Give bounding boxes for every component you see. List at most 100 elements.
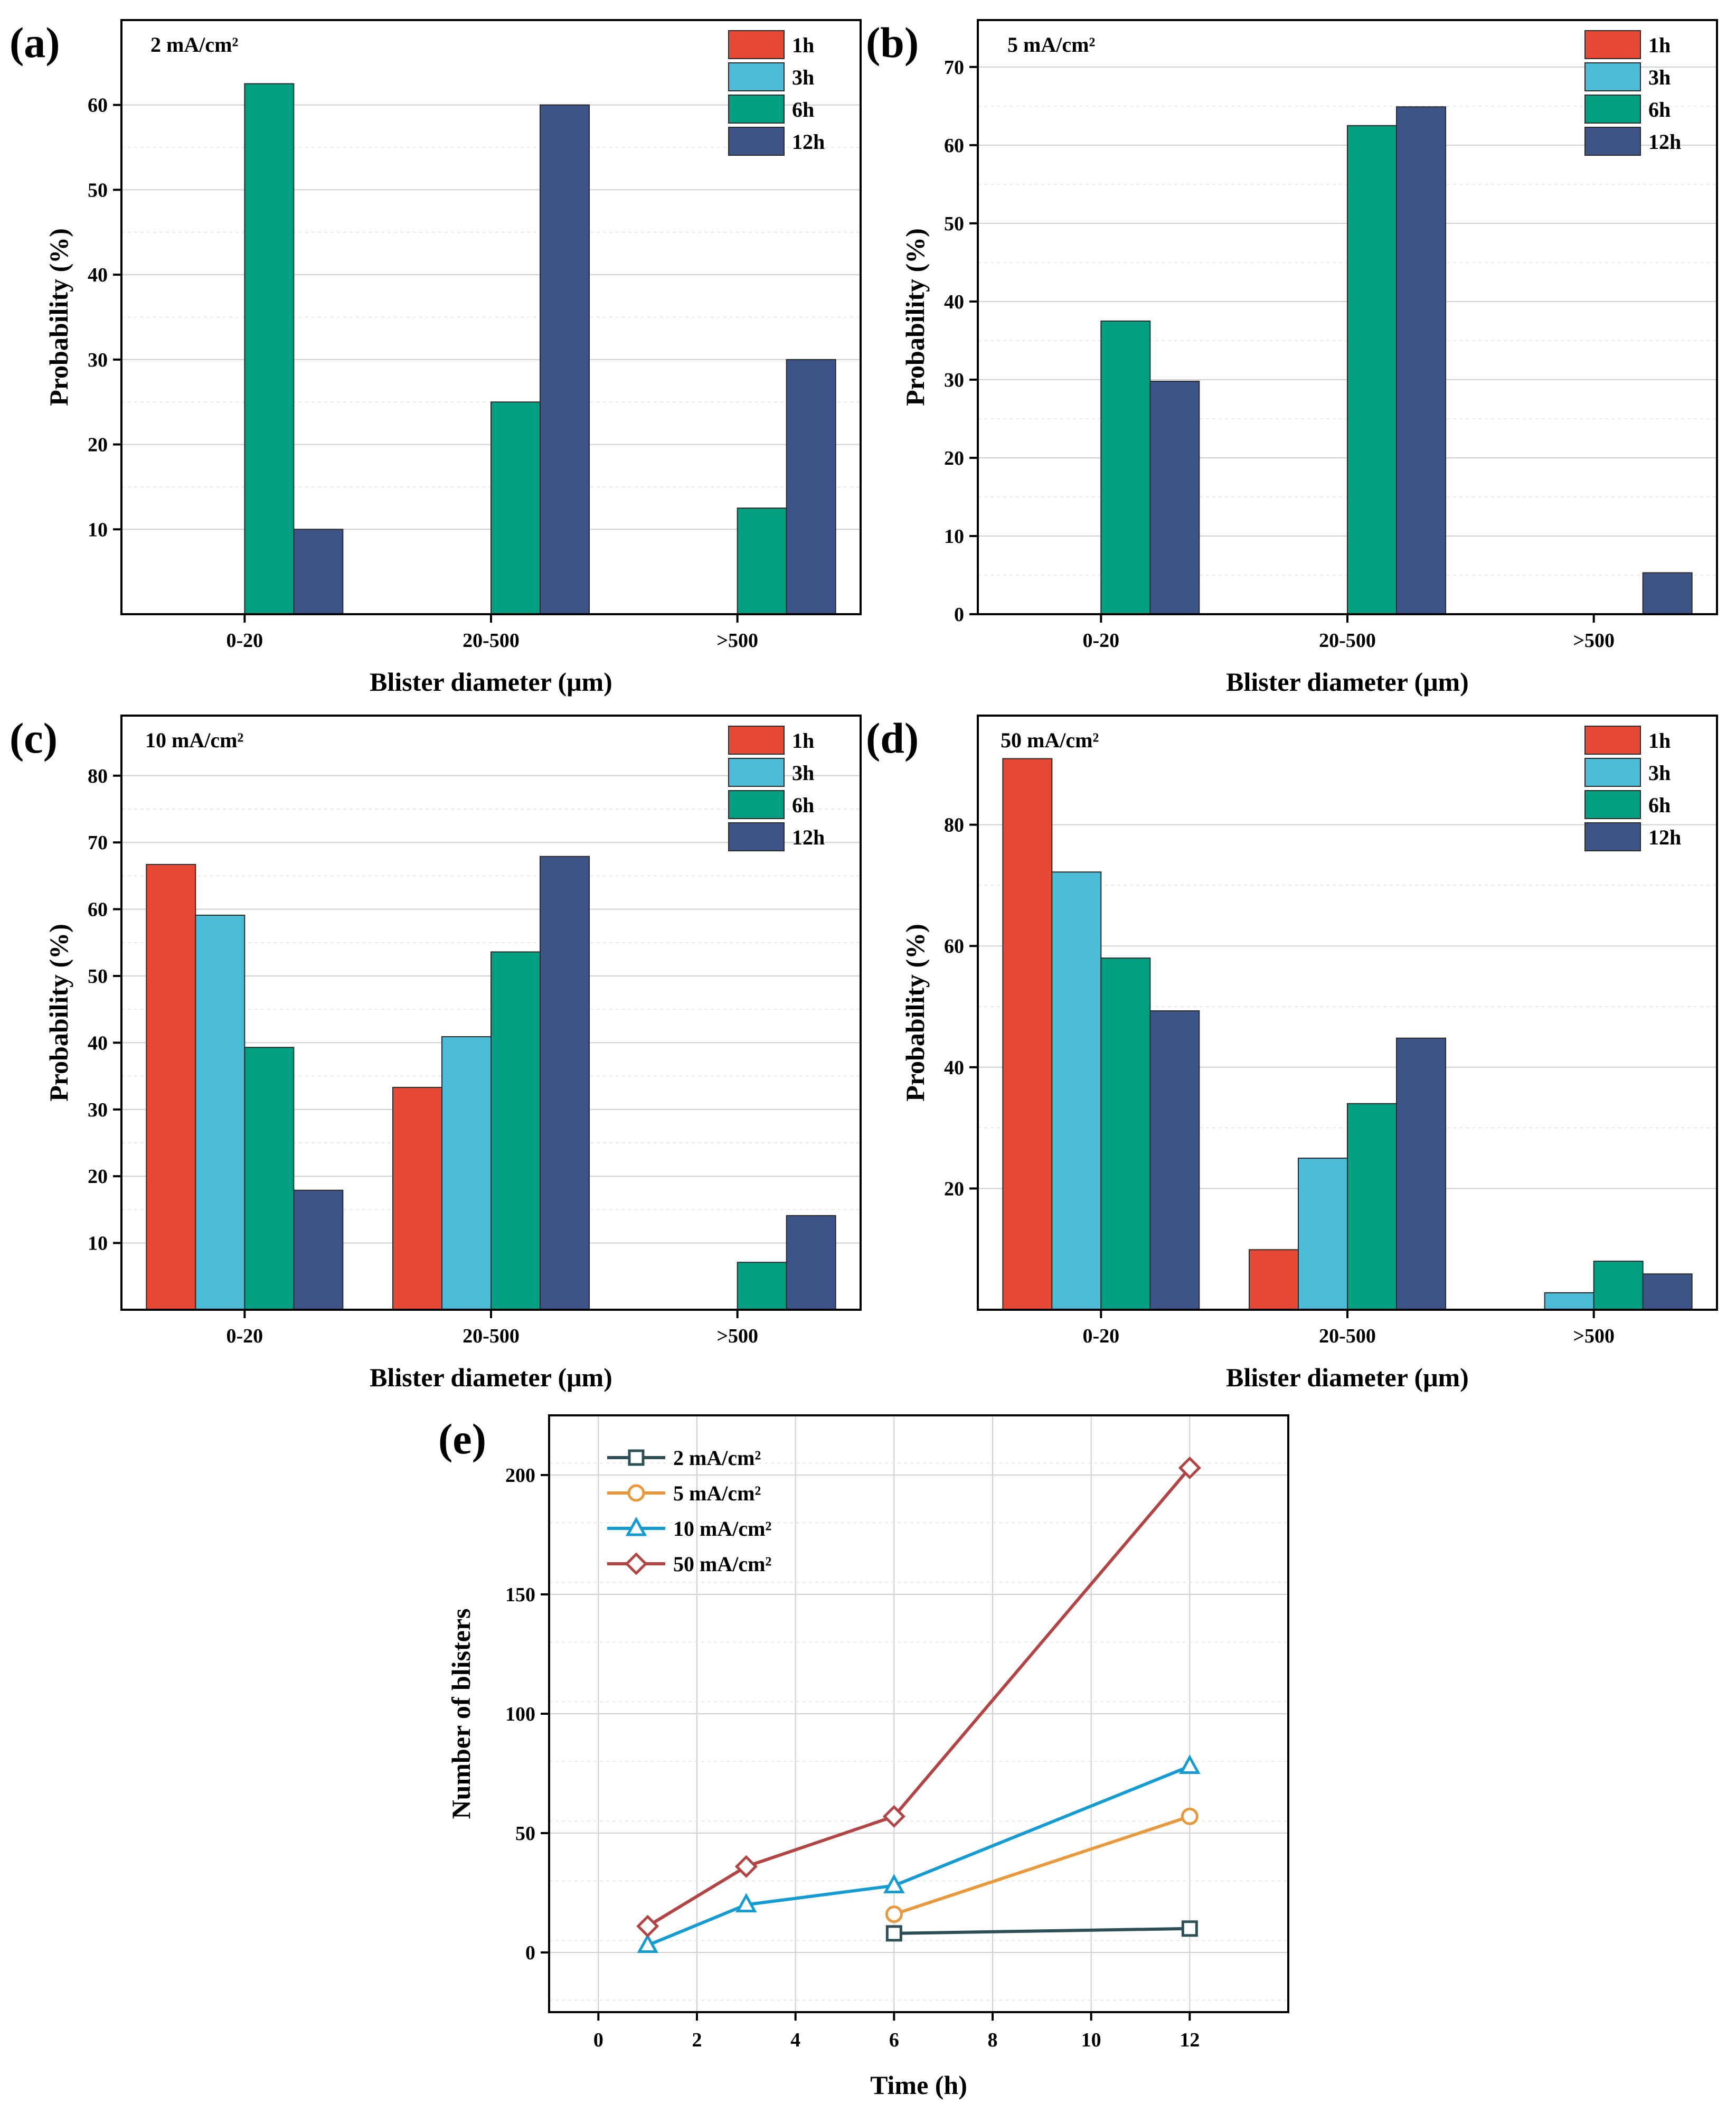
data-point	[636, 1914, 659, 1938]
bar-12h->500	[1642, 572, 1693, 615]
legend-marker	[625, 1516, 647, 1536]
y-tick-label: 10	[88, 519, 108, 541]
bar-12h->500	[786, 1215, 836, 1311]
current-density-annotation: 10 mA/cm²	[145, 728, 243, 752]
legend: 1h 3h 6h 12h	[1584, 30, 1681, 156]
x-tick-label: >500	[716, 630, 758, 652]
panel-a: 0-20 20-500 >500 10 20 30 40 50 60 Blister diamet…	[10, 18, 862, 697]
series-line-2	[647, 1764, 1191, 1947]
bar-12h-0-20	[293, 529, 344, 615]
y-axis-title: Probability (%)	[44, 228, 73, 406]
x-axis-title: Blister diameter (μm)	[370, 1363, 612, 1392]
bar-3h-0-20	[1051, 871, 1102, 1310]
legend-label: 6h	[1648, 793, 1671, 817]
y-tick-label: 30	[88, 1099, 108, 1121]
bar-6h->500	[1593, 1261, 1644, 1311]
data-point	[885, 1905, 903, 1923]
y-tick-label: 0	[954, 604, 964, 626]
legend-swatch-3h	[1584, 758, 1641, 787]
bar-6h->500	[737, 508, 787, 615]
y-tick-label: 20	[88, 1166, 108, 1188]
bar-12h-20-500	[1396, 106, 1446, 615]
y-tick-label: 50	[944, 213, 964, 235]
y-tick-label: 60	[944, 135, 964, 157]
bar-6h-0-20	[1100, 320, 1151, 615]
x-tick-label: 10	[1081, 2029, 1101, 2051]
legend-label: 3h	[1648, 761, 1671, 785]
x-tick-label: 20-500	[1319, 630, 1376, 652]
x-tick-label: 20-500	[1319, 1325, 1376, 1347]
x-tick-label: 8	[988, 2029, 998, 2051]
panel-label: (b)	[866, 18, 919, 67]
y-tick-label: 100	[505, 1703, 535, 1725]
x-tick-label: 0-20	[227, 630, 263, 652]
bar-1h-0-20	[146, 863, 196, 1311]
bar-12h->500	[786, 359, 836, 615]
legend-swatch-3h	[728, 758, 785, 787]
bar-6h-0-20	[244, 1047, 295, 1310]
y-tick-label: 10	[944, 525, 964, 548]
panel-label: (c)	[10, 714, 58, 762]
legend-label: 5 mA/cm²	[673, 1481, 761, 1505]
y-tick-label: 20	[944, 447, 964, 469]
x-tick-label: 0	[593, 2029, 603, 2051]
series-line-0	[894, 1927, 1190, 1935]
data-point	[885, 1925, 902, 1942]
bar-12h-20-500	[540, 104, 590, 615]
x-tick-label: 0-20	[1083, 1325, 1120, 1347]
legend-swatch-6h	[1584, 790, 1641, 819]
y-tick-label: 150	[505, 1584, 535, 1606]
bar-12h-0-20	[1149, 380, 1200, 615]
y-tick-label: 60	[88, 95, 108, 117]
y-tick-label: 60	[944, 935, 964, 957]
bar-6h->500	[737, 1262, 787, 1311]
y-tick-label: 20	[88, 434, 108, 456]
y-axis-title: Probability (%)	[900, 228, 930, 406]
legend-label: 3h	[1648, 65, 1671, 89]
bar-12h-0-20	[1149, 1010, 1200, 1310]
legend: 1h 3h 6h 12h	[728, 726, 825, 851]
bar-1h-20-500	[392, 1087, 442, 1310]
legend-label: 1h	[1648, 33, 1671, 57]
bar-6h-20-500	[1347, 1103, 1397, 1310]
x-tick-label: >500	[716, 1325, 758, 1347]
panel-label: (e)	[438, 1415, 486, 1463]
legend-swatch-12h	[728, 822, 785, 851]
y-tick-label: 30	[944, 369, 964, 391]
data-point	[734, 1855, 758, 1878]
legend-label: 12h	[1648, 825, 1681, 849]
data-point	[1181, 1807, 1199, 1825]
y-axis-title: Probability (%)	[44, 924, 73, 1102]
bar-3h-20-500	[441, 1036, 492, 1310]
bar-6h-0-20	[244, 83, 295, 615]
legend-label: 1h	[1648, 729, 1671, 753]
bar-6h-20-500	[490, 401, 541, 615]
y-tick-label: 40	[88, 1032, 108, 1054]
plot-frame	[120, 19, 862, 615]
legend-swatch-1h	[728, 726, 785, 755]
legend-label: 50 mA/cm²	[673, 1552, 771, 1576]
legend-label: 3h	[792, 65, 814, 89]
x-axis-title: Time (h)	[870, 2070, 967, 2100]
legend-swatch-3h	[1584, 62, 1641, 91]
bar-1h-0-20	[1002, 758, 1053, 1310]
y-tick-label: 40	[944, 1057, 964, 1079]
legend: 2 mA/cm² 5 mA/cm² 10 mA/cm² 50 mA/cm²	[607, 1446, 771, 1576]
plot-frame	[977, 715, 1718, 1311]
legend-label: 6h	[792, 98, 814, 121]
y-tick-label: 30	[88, 349, 108, 371]
x-tick-label: 20-500	[463, 1325, 520, 1347]
y-tick-label: 10	[88, 1233, 108, 1255]
bar-6h-0-20	[1100, 957, 1151, 1311]
y-tick-label: 50	[88, 965, 108, 988]
bar-12h-20-500	[540, 856, 590, 1310]
panel-c: 0-20 20-500 >500 10 20 30 40 50 60 70 80 Blister di…	[10, 714, 862, 1392]
legend-label: 10 mA/cm²	[673, 1517, 771, 1541]
y-tick-label: 40	[944, 291, 964, 313]
y-axis-title: Number of blisters	[446, 1608, 476, 1819]
legend-label: 1h	[792, 33, 814, 57]
y-tick-label: 80	[944, 814, 964, 837]
panel-d: 0-20 20-500 >500 20 40 60 80 Blister diameter (…	[866, 714, 1718, 1392]
bar-3h-20-500	[1298, 1158, 1348, 1311]
legend-label: 12h	[792, 825, 825, 849]
